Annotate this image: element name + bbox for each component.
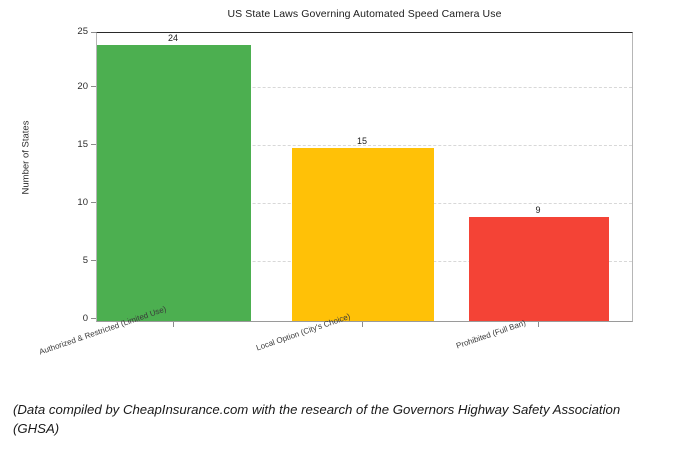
bar-value-label-0: 24 [167, 32, 178, 43]
y-tick-label-10: 10 [77, 197, 88, 208]
gridline-15 [97, 145, 632, 146]
bar-chart-figure: US State Laws Governing Automated Speed … [20, 0, 633, 390]
bar-value-label-2: 9 [535, 205, 541, 216]
y-tick-mark-5 [91, 260, 96, 261]
chart-caption: (Data compiled by CheapInsurance.com wit… [13, 402, 621, 436]
y-axis-tick-labels: 0 5 10 15 20 25 [42, 0, 88, 390]
bar-local-option[interactable] [292, 148, 434, 321]
y-tick-label-0: 0 [82, 313, 88, 324]
y-tick-mark-0 [91, 318, 96, 319]
plot-area [96, 32, 633, 322]
y-tick-mark-20 [91, 86, 96, 87]
x-tick-label-prohibited: Prohibited (Full Ban) [455, 318, 527, 351]
y-axis-title: Number of States [20, 120, 32, 195]
x-tick-mark-2 [538, 322, 539, 327]
chart-title: US State Laws Governing Automated Speed … [227, 8, 502, 20]
y-tick-label-15: 15 [77, 139, 88, 150]
y-tick-label-20: 20 [77, 81, 88, 92]
bar-authorized-restricted[interactable] [97, 44, 251, 321]
x-tick-mark-1 [362, 322, 363, 327]
x-tick-mark-0 [173, 322, 174, 327]
bar-prohibited[interactable] [469, 217, 609, 321]
y-tick-mark-25 [91, 32, 96, 33]
gridline-20 [97, 87, 632, 88]
y-tick-mark-10 [91, 202, 96, 203]
y-tick-label-25: 25 [77, 26, 88, 37]
y-tick-mark-15 [91, 144, 96, 145]
bar-value-label-1: 15 [356, 136, 367, 147]
y-tick-label-5: 5 [82, 255, 88, 266]
